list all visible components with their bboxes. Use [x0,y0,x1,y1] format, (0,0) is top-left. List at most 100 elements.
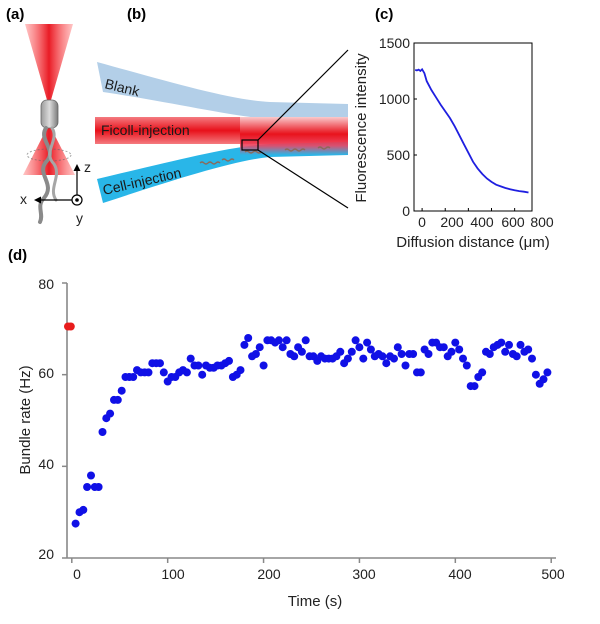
data-point [244,334,253,342]
data-point [543,368,552,377]
cell-icon [199,161,221,165]
data-point [117,386,126,395]
d-ytick-label: 40 [38,456,54,472]
bundle-rate-chart: 80 60 40 20 0 100 200 300 400 500 Time (… [17,276,565,610]
axis-label-y: y [76,210,83,226]
data-point [470,382,479,391]
data-point [459,354,467,363]
microfluidic-channel-illustration: Blank Ficoll-injection Cell-injection [95,49,349,209]
c-ytick-label: 0 [402,203,410,219]
baseline-point [66,322,75,331]
data-point [83,483,92,491]
data-point [397,350,406,358]
data-point [159,368,168,377]
c-y-axis-title: Fluorescence intensity [353,53,370,203]
optical-trap-illustration: z x y [20,24,91,226]
cell-icon [244,150,262,154]
d-ytick-label: 20 [38,546,54,562]
c-xtick-label: 800 [530,214,554,230]
fluorescence-series-line [414,67,529,194]
c-xtick-label: 200 [440,214,464,230]
data-point [144,368,153,377]
data-point [539,375,548,384]
c-ytick-label: 1000 [379,91,410,107]
data-point [528,354,536,363]
c-x-axis-title: Diffusion distance (μm) [396,234,549,251]
data-point [416,368,425,377]
bundle-strand-icon [38,126,52,224]
cell-icon [284,148,306,152]
data-point [98,428,107,436]
data-point [455,345,464,354]
panel-label-b: (b) [127,6,146,23]
bead-icon [40,99,59,129]
blank-channel [97,62,348,121]
data-point [355,343,364,352]
data-point [71,519,80,528]
panel-label-d: (d) [8,247,27,264]
data-point [236,366,245,375]
fluorescence-chart: 1500 1000 500 0 0 200 400 600 800 Diffus… [353,35,554,251]
data-point [198,370,207,379]
data-point [516,340,525,349]
data-point [194,361,203,370]
c-xtick-label: 0 [418,214,426,230]
data-point [390,354,398,363]
data-point [447,347,456,356]
axis-label-x: x [20,191,27,207]
d-y-axis-title: Bundle rate (Hz) [17,365,34,474]
data-point [336,347,345,356]
data-point [259,361,268,370]
bundle-strand-secondary-icon [48,126,59,202]
data-point [497,338,506,347]
data-point [94,483,103,491]
d-data-points [64,322,552,528]
d-xtick-label: 400 [448,566,472,582]
data-point [255,343,264,352]
data-point [156,359,164,368]
data-point [87,471,95,480]
data-point [129,373,138,381]
data-point [439,343,448,352]
cell-icon [221,158,235,162]
data-point [382,359,391,368]
data-point [225,356,233,365]
data-point [485,350,494,358]
data-point [424,350,433,358]
data-point [79,505,88,514]
data-point [531,370,540,379]
zoom-box [241,139,259,151]
axis-label-z: z [84,159,91,175]
data-point [297,347,306,356]
data-point [378,352,387,361]
x-arrow-head-icon [34,196,41,204]
data-point [282,336,291,345]
data-point [240,340,249,349]
data-point [274,336,283,345]
d-xtick-label: 200 [257,566,281,582]
d-xtick-label: 300 [352,566,376,582]
d-x-axis-title: Time (s) [288,593,342,610]
data-point [451,338,460,347]
cell-icon [317,146,331,150]
channel-label-ficoll: Ficoll-injection [101,122,190,138]
d-xtick-label: 500 [541,566,565,582]
data-point [359,354,368,363]
data-point [351,336,360,345]
data-point [113,395,122,404]
data-point [301,336,310,345]
data-point [186,354,195,363]
data-point [524,345,533,354]
data-point [343,354,352,363]
c-ytick-label: 500 [387,147,411,163]
d-xtick-label: 100 [161,566,185,582]
data-point [501,347,510,356]
data-point [106,409,115,418]
data-point [366,345,375,354]
data-point [347,347,356,356]
focal-plane-ring [26,148,72,162]
zoom-line-bottom [257,149,349,209]
d-ytick-label: 80 [38,276,54,292]
data-point [512,352,521,361]
